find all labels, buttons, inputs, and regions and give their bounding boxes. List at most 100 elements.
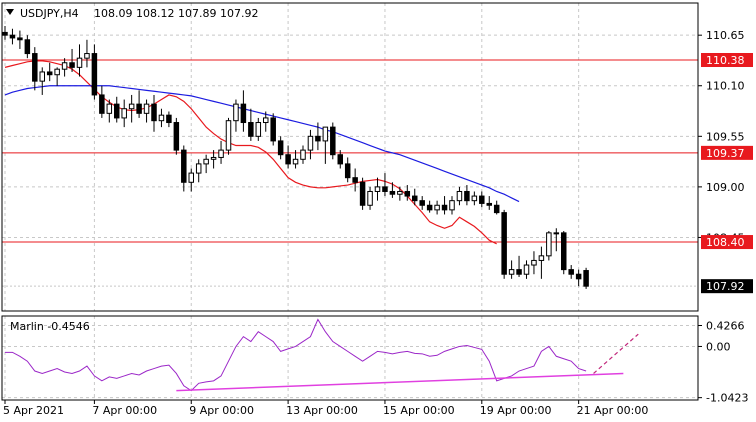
candle-body [61,62,68,70]
candle [277,136,284,160]
y-tick-label: 109.55 [706,130,745,143]
candle-body [39,71,45,82]
candle [374,177,381,201]
candle-body [128,103,135,110]
x-tick-label: 5 Apr 2021 [3,404,64,417]
candle-body [233,103,239,122]
candle [128,94,135,123]
candle-body [32,53,38,82]
candle-body [397,190,403,195]
candle-body [300,149,306,160]
candle [367,186,373,210]
candle [91,44,98,100]
candle [464,185,470,206]
candle-body [508,269,515,275]
candle [263,111,269,132]
candle-body [546,232,552,257]
candle-body [374,186,381,192]
candle [561,231,567,275]
candle [575,269,582,287]
candle [546,231,552,261]
x-tick-label: 7 Apr 00:00 [92,404,157,417]
candle [69,48,75,72]
candle-body [344,163,351,179]
candle-body [441,204,448,211]
candle [2,25,8,40]
indicator-y-tick-label: 0.4266 [706,320,745,333]
candle [307,129,314,160]
candle-body [538,255,545,261]
candle-body [76,57,83,68]
price-panel-frame [1,2,699,312]
chart-title: USDJPY,H4 [20,7,79,20]
candle-body [277,140,284,156]
candle-body [426,204,433,211]
dropdown-triangle-icon [6,9,14,15]
candle-body [486,202,492,206]
candle [508,260,515,279]
candle-body [337,154,343,165]
candle-body [69,62,75,68]
candle [173,117,180,155]
candle [46,62,53,82]
level-label-bg [701,145,753,160]
candle-body [248,122,254,137]
candle [39,67,45,95]
candle-body [404,190,411,197]
candle [106,99,113,123]
level-label-bg [701,53,753,68]
candle-body [583,270,589,287]
candle-body [240,103,247,124]
candle [583,267,589,289]
candle-body [367,190,373,206]
candle [255,117,262,141]
candle-body [173,122,180,151]
candle-body [307,135,314,151]
y-tick-label: 110.65 [706,29,745,42]
candle-body [46,71,53,76]
candle-body [456,190,463,202]
x-tick-label: 13 Apr 00:00 [286,404,358,417]
candle [203,154,209,174]
blue-moving-average [4,85,520,203]
candle-body [412,195,418,202]
candle [181,145,187,192]
current-price-bg [701,279,753,294]
candle [426,200,433,213]
candle-body [255,122,262,137]
candle-body [531,259,537,266]
x-tick-label: 15 Apr 00:00 [383,404,455,417]
candle [121,99,127,128]
candle-body [218,149,224,158]
candle [270,113,276,146]
indicator-label: Marlin -0.4546 [10,320,90,333]
candle-body [158,114,165,122]
candle [501,209,507,279]
candle [359,177,366,210]
level-label: 110.38 [706,54,745,67]
candle [397,186,403,201]
candle-body [91,53,98,96]
candle [32,47,38,91]
x-tick-label: 9 Apr 00:00 [189,404,254,417]
candle-body [2,31,8,36]
candle-body [151,103,157,122]
candle [568,265,574,279]
candle-body [501,212,507,275]
candle [531,251,537,275]
level-label-bg [701,235,753,250]
candle-body [315,135,321,142]
candle-body [359,181,366,206]
candle-body [449,200,455,211]
candle-body [166,114,172,124]
candlesticks [2,25,589,289]
candle [449,196,455,215]
candle [76,44,83,77]
candle [337,150,343,169]
candle [300,145,306,164]
candle-body [17,37,23,41]
candle-body [322,126,329,142]
support-trendline [176,372,624,392]
